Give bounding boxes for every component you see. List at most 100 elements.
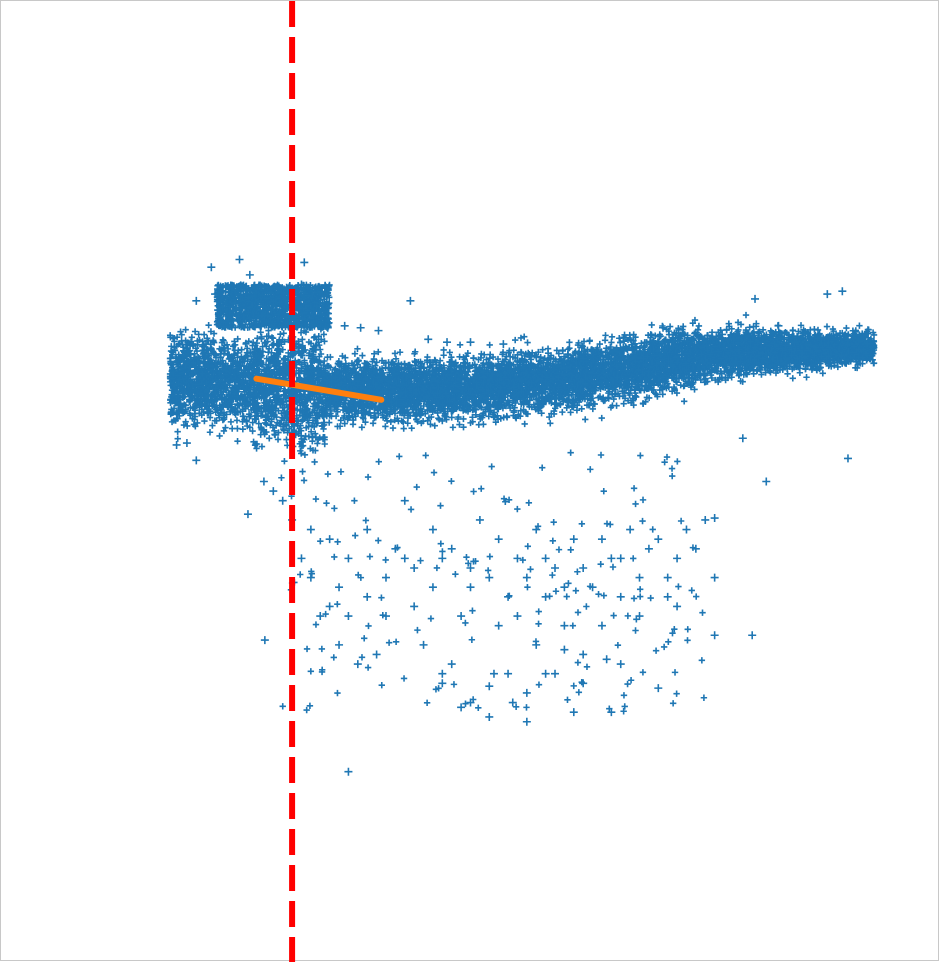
- scatter-point: [485, 573, 494, 582]
- scatter-point: [635, 573, 644, 582]
- scatter-point: [211, 290, 220, 299]
- scatter-point: [410, 602, 419, 611]
- scatter-point: [419, 640, 428, 649]
- scatter-point: [710, 573, 719, 582]
- scatter-point: [297, 280, 306, 289]
- scatter-point: [774, 321, 783, 330]
- scatter-point: [602, 655, 611, 664]
- fit-line: [253, 375, 385, 403]
- scatter-point: [356, 323, 365, 332]
- scatter-point: [560, 583, 569, 592]
- scatter-point: [673, 554, 682, 563]
- scatter-point: [522, 688, 531, 697]
- scatter-point: [579, 354, 588, 363]
- scatter-point: [466, 563, 475, 572]
- scatter-point: [372, 650, 381, 659]
- scatter-point: [569, 708, 578, 717]
- scatter-point: [522, 573, 531, 582]
- scatter-point: [588, 583, 597, 592]
- scatter-point: [344, 767, 353, 776]
- scatter-point: [438, 679, 447, 688]
- scatter-point: [259, 477, 268, 486]
- scatter-point: [607, 554, 616, 563]
- scatter-point: [269, 487, 278, 496]
- scatter-point: [344, 554, 353, 563]
- scatter-point: [457, 703, 466, 712]
- scatter-point: [297, 554, 306, 563]
- scatter-point: [508, 698, 517, 707]
- scatter-point: [691, 544, 700, 553]
- scatter-point: [374, 326, 383, 335]
- scatter-point: [541, 592, 550, 601]
- scatter-point: [278, 496, 287, 505]
- scatter-point: [323, 323, 332, 332]
- scatter-point: [748, 631, 757, 640]
- scatter-point: [560, 645, 569, 654]
- scatter-point: [691, 328, 700, 337]
- scatter-point: [838, 287, 847, 296]
- scatter-point: [644, 544, 653, 553]
- scatter-point: [663, 592, 672, 601]
- scatter-point: [579, 679, 588, 688]
- scatter-point: [551, 563, 560, 572]
- scatter-point: [762, 477, 771, 486]
- scatter-point: [428, 525, 437, 534]
- scatter-point: [718, 330, 727, 339]
- scatter-point: [316, 612, 325, 621]
- scatter-point: [701, 515, 710, 524]
- scatter-point: [504, 592, 513, 601]
- scatter-point: [541, 669, 550, 678]
- scatter-point: [485, 682, 494, 691]
- scatter-point: [447, 544, 456, 553]
- scatter-point: [424, 335, 433, 344]
- scatter-point: [626, 525, 635, 534]
- scatter-point: [457, 612, 466, 621]
- scatter-point: [260, 636, 269, 645]
- scatter-point: [751, 294, 760, 303]
- scatter-point: [381, 573, 390, 582]
- scatter-point: [475, 515, 484, 524]
- scatter-point: [658, 323, 667, 332]
- scatter-point: [466, 583, 475, 592]
- scatter-point: [243, 510, 252, 519]
- scatter-point: [663, 573, 672, 582]
- scatter-point: [353, 660, 362, 669]
- scatter-point: [504, 669, 513, 678]
- scatter-point: [192, 296, 201, 305]
- scatter-point: [513, 612, 522, 621]
- scatter-point: [391, 544, 400, 553]
- scatter-point: [325, 602, 334, 611]
- scatter-point: [635, 612, 644, 621]
- scatter-point: [616, 554, 625, 563]
- scatter-point: [551, 669, 560, 678]
- scatter-point: [438, 554, 447, 563]
- scatter-point: [560, 621, 569, 630]
- scatter-point: [235, 255, 244, 264]
- scatter-point: [406, 296, 415, 305]
- scatter-point: [172, 440, 181, 449]
- scatter-point: [532, 525, 541, 534]
- scatter-point: [485, 712, 494, 721]
- dense-cluster: [166, 281, 878, 715]
- scatter-point: [654, 535, 663, 544]
- scatter-point: [325, 535, 334, 544]
- scatter-point: [738, 434, 747, 443]
- scatter-point: [569, 535, 578, 544]
- scatter-point: [522, 717, 531, 726]
- scatter-point: [673, 602, 682, 611]
- scatter-point: [466, 338, 475, 347]
- scatter-point: [489, 669, 498, 678]
- scatter-point: [541, 554, 550, 563]
- scatter-point: [494, 535, 503, 544]
- scatter-point: [654, 684, 663, 693]
- scatter-point: [532, 352, 541, 361]
- scatter-point: [363, 525, 372, 534]
- scatter-point: [499, 340, 508, 349]
- scatter-point: [400, 496, 409, 505]
- scatter-point: [363, 592, 372, 601]
- scatter-point: [308, 290, 317, 299]
- scatter-point: [428, 583, 437, 592]
- scatter-point: [616, 592, 625, 601]
- scatter-point: [335, 583, 344, 592]
